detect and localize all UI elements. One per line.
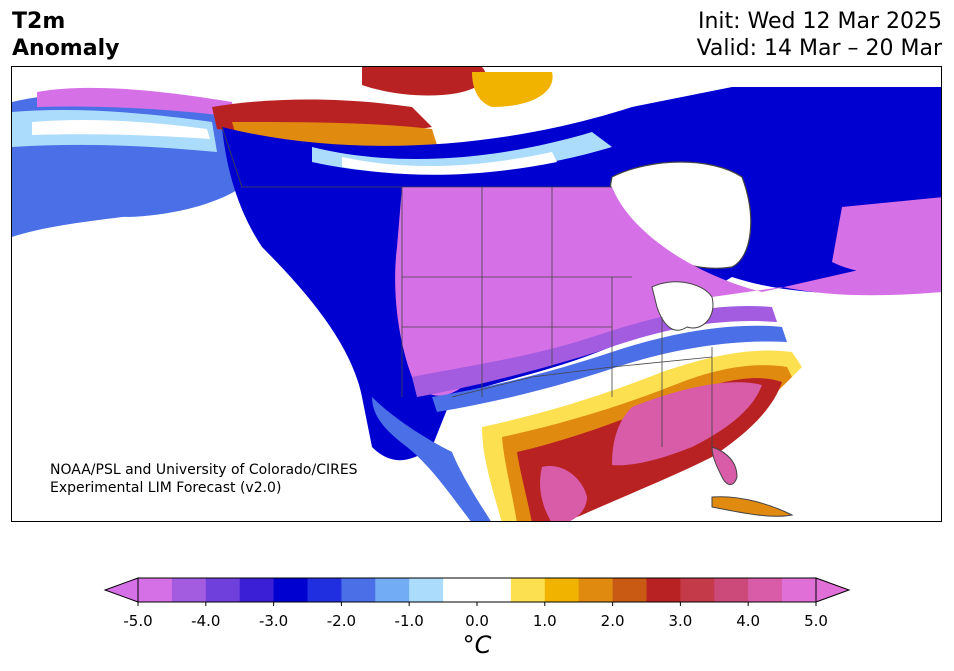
colorbar-tick-label: 1.0 xyxy=(532,612,557,630)
colorbar-cells xyxy=(138,578,817,602)
colorbar-cell xyxy=(273,578,308,602)
us-white-band xyxy=(452,345,792,427)
title-subtitle: Anomaly xyxy=(12,36,120,61)
political-borders xyxy=(221,126,713,447)
colorbar-tick-label: -3.0 xyxy=(258,612,289,630)
colorbar-cell xyxy=(205,578,241,602)
colorbar-cell xyxy=(748,578,783,602)
colorbar-tick-label: 0.0 xyxy=(465,612,489,630)
mexico-blue-fringe xyxy=(372,397,491,521)
map-canvas xyxy=(12,67,941,521)
colorbar-cell xyxy=(578,578,614,602)
alaska-north-pink xyxy=(37,87,234,117)
credit-line-2: Experimental LIM Forecast (v2.0) xyxy=(50,480,282,496)
colorbar-cell xyxy=(510,578,546,602)
init-date: Init: Wed 12 Mar 2025 xyxy=(697,9,942,34)
colorbar-cell xyxy=(477,578,512,602)
colorbar-tick-label: 4.0 xyxy=(736,612,761,630)
colorbar-over-arrow xyxy=(815,577,851,603)
colorbar-unit: °C xyxy=(462,631,492,659)
colorbar-cell xyxy=(443,578,478,602)
texas-pink-core xyxy=(540,466,587,521)
colorbar-cell xyxy=(409,578,444,602)
colorbar-cell xyxy=(307,578,342,602)
colorbar-cell xyxy=(646,578,681,602)
arctic-yellow-island xyxy=(472,72,553,107)
colorbar-tick-label: -4.0 xyxy=(191,612,221,630)
florida-outline xyxy=(711,446,738,485)
great-lakes xyxy=(651,281,714,331)
colorbar-frame xyxy=(137,577,817,603)
colorbar-cell xyxy=(544,578,580,602)
title-variable: T2m xyxy=(12,9,66,34)
us-violet-band xyxy=(412,306,777,397)
colorbar-tick-label: 5.0 xyxy=(804,612,828,630)
colorbar-tickmarks xyxy=(137,602,817,606)
arctic-red-island xyxy=(362,67,486,96)
forecast-dates: Init: Wed 12 Mar 2025 Valid: 14 Mar – 20… xyxy=(697,8,942,62)
colorbar-cell xyxy=(782,578,817,602)
map-credit: NOAA/PSL and University of Colorado/CIRE… xyxy=(50,461,358,497)
colorbar-cell xyxy=(680,578,715,602)
northeast-purple-region xyxy=(832,197,941,274)
colorbar-cell xyxy=(239,578,275,602)
cuba-island xyxy=(711,496,794,517)
anomaly-map: NOAA/PSL and University of Colorado/CIRE… xyxy=(11,66,942,522)
colorbar-tick-label: 3.0 xyxy=(668,612,693,630)
alaska-white-band xyxy=(32,119,210,139)
colorbar-tick-label: -1.0 xyxy=(394,612,424,630)
canada-white-band xyxy=(342,152,557,175)
us-blue-band xyxy=(432,325,787,412)
colorbar-cell xyxy=(714,578,749,602)
colorbar-under-arrow xyxy=(103,577,139,603)
colorbar-tick-label: 2.0 xyxy=(600,612,625,630)
credit-line-1: NOAA/PSL and University of Colorado/CIRE… xyxy=(50,462,358,478)
valid-date: Valid: 14 Mar – 20 Mar xyxy=(696,36,942,61)
map-title: T2m Anomaly xyxy=(12,8,119,62)
colorbar-cell xyxy=(375,578,410,602)
colorbar-tick-label: -5.0 xyxy=(123,612,153,630)
colorbar-tick-label: -2.0 xyxy=(326,612,357,630)
colorbar-cell xyxy=(138,578,173,602)
colorbar-cell xyxy=(341,578,376,602)
southeast-pink-core xyxy=(612,382,762,466)
colorbar-cell xyxy=(612,578,647,602)
colorbar-cell xyxy=(171,578,207,602)
